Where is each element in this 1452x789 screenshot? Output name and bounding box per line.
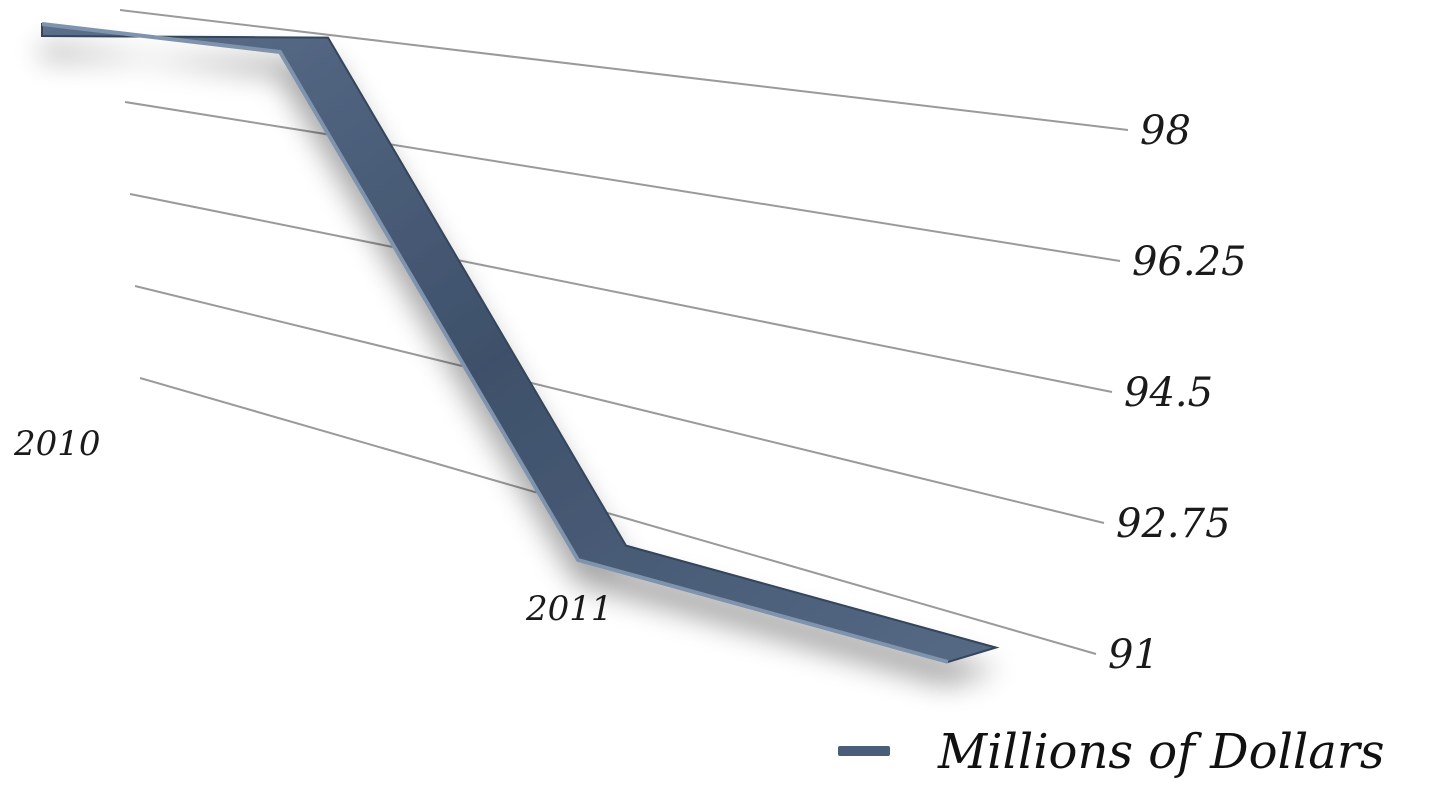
x-category-label: 2011 (525, 589, 613, 629)
y-tick-label: 94.5 (1124, 370, 1213, 416)
gridline (119, 9, 1129, 131)
series-line-millions-of-dollars (41, 22, 1000, 664)
series-line-edge (41, 22, 949, 664)
legend: Millions of Dollars (838, 724, 1384, 780)
gridline (139, 377, 1097, 655)
series-layer (41, 22, 1000, 664)
y-tick-label: 96.25 (1132, 239, 1247, 285)
y-tick-label: 98 (1140, 108, 1191, 154)
y-tick-label: 92.75 (1116, 501, 1231, 547)
x-axis-categories: 2010 2011 (13, 424, 613, 629)
legend-label: Millions of Dollars (937, 724, 1384, 780)
gridlines (119, 9, 1129, 655)
gridline (129, 193, 1113, 393)
x-category-label: 2010 (13, 424, 101, 464)
gridline (124, 101, 1121, 262)
legend-swatch (838, 746, 890, 756)
y-axis-ticks: 98 96.25 94.5 92.75 91 (1108, 108, 1247, 678)
gridline (134, 285, 1105, 524)
y-tick-label: 91 (1108, 632, 1159, 678)
